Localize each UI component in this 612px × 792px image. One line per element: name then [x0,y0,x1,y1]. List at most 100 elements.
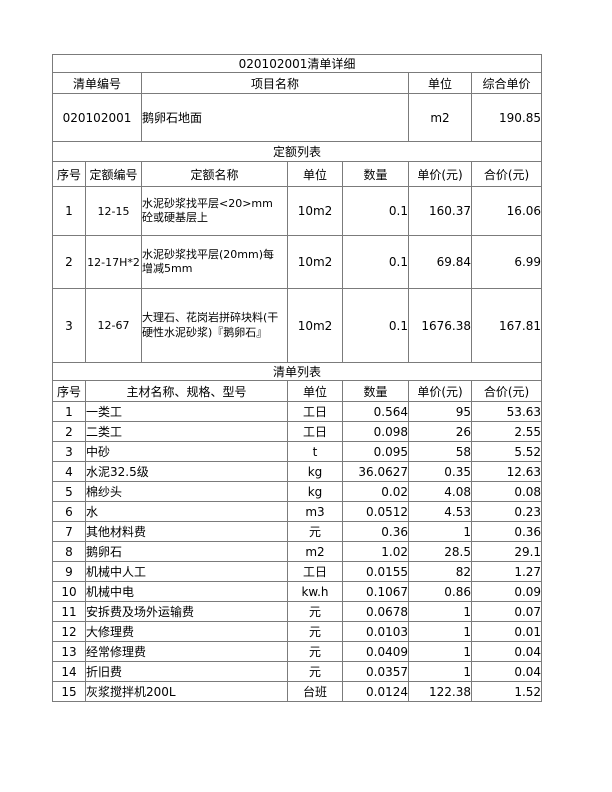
total-price-cell: 16.06 [470,186,543,236]
materials-header-row: 序号 主材名称、规格、型号 单位 数量 单价(元) 合价(元) [52,380,543,402]
materials-section-head: 清单列表 序号 主材名称、规格、型号 单位 数量 单价(元) 合价(元) [51,362,543,402]
unit-cell: 10m2 [287,288,343,363]
unit-price-cell: 95 [408,401,472,422]
summary-header-row: 清单编号 项目名称 单位 综合单价 [52,72,543,94]
column-header-item-name: 项目名称 [141,72,409,94]
material-name-cell: 灰浆搅拌机200L [85,681,288,702]
unit-price-cell: 122.38 [408,681,472,702]
materials-rows: 1 一类工 工日 0.564 95 53.63 2 二类工 工日 0.098 26 2.55 3 中砂 t 0… [52,401,543,702]
seq-cell: 11 [52,601,86,622]
summary-unit-cell: m2 [408,93,472,142]
qty-cell: 0.0155 [342,561,409,582]
unit-cell: 元 [287,621,343,642]
material-name-cell: 一类工 [85,401,288,422]
table-row: 3 12-67 大理石、花岗岩拼碎块料(干 硬性水泥砂浆)『鹅卵石』 10m2 0.1 1… [52,288,543,363]
unit-cell: kw.h [287,581,343,602]
total-price-cell: 29.1 [470,541,543,562]
seq-cell: 3 [52,288,86,363]
unit-price-cell: 1676.38 [408,288,472,363]
quota-name-cell: 大理石、花岗岩拼碎块料(干 硬性水泥砂浆)『鹅卵石』 [141,288,288,363]
unit-price-cell: 1 [408,521,472,542]
total-price-cell: 0.23 [470,501,543,522]
column-header-unit: 单位 [287,161,343,187]
table-row: 7 其他材料费元 0.36 1 0.36 [52,521,543,542]
material-name-cell: 其他材料费 [85,521,288,542]
column-header-material-name: 主材名称、规格、型号 [85,380,288,402]
material-name-cell: 二类工 [85,421,288,442]
unit-cell: 元 [287,521,343,542]
total-price-cell: 0.09 [470,581,543,602]
quota-section-head: 定额列表 序号 定额编号 定额名称 单位 数量 单价(元) 合价(元) [51,141,543,187]
unit-price-cell: 69.84 [408,235,472,289]
total-price-cell: 0.07 [470,601,543,622]
unit-price-cell: 28.5 [408,541,472,562]
qty-cell: 0.1 [342,235,409,289]
unit-price-cell: 1 [408,641,472,662]
total-price-cell: 0.04 [470,661,543,682]
table-row: 4 水泥32.5级 kg 36.0627 0.35 12.63 [52,461,543,482]
quota-section-title-row: 定额列表 [51,141,543,162]
column-header-total-price: 合价(元) [470,161,543,187]
material-name-cell: 棉纱头 [85,481,288,502]
table-row: 13 经常修理费元 0.0409 1 0.04 [52,641,543,662]
qty-cell: 0.1067 [342,581,409,602]
column-header-quota-name: 定额名称 [141,161,288,187]
unit-price-cell: 0.86 [408,581,472,602]
qty-cell: 0.564 [342,401,409,422]
unit-price-cell: 26 [408,421,472,442]
total-price-cell: 0.08 [470,481,543,502]
seq-cell: 15 [52,681,86,702]
seq-cell: 12 [52,621,86,642]
unit-price-cell: 1 [408,661,472,682]
table-row: 14 折旧费元 0.0357 1 0.04 [52,661,543,682]
qty-cell: 0.0357 [342,661,409,682]
unit-price-cell: 1 [408,621,472,642]
column-header-total-price: 合价(元) [470,380,543,402]
seq-cell: 4 [52,461,86,482]
unit-price-cell: 0.35 [408,461,472,482]
total-price-cell: 5.52 [470,441,543,462]
seq-cell: 6 [52,501,86,522]
column-header-unit: 单位 [408,72,472,94]
unit-cell: t [287,441,343,462]
qty-cell: 1.02 [342,541,409,562]
seq-cell: 9 [52,561,86,582]
column-header-comp-price: 综合单价 [470,72,543,94]
unit-price-cell: 58 [408,441,472,462]
column-header-quota-code: 定额编号 [85,161,142,187]
seq-cell: 10 [52,581,86,602]
seq-cell: 1 [52,186,86,236]
qty-cell: 0.1 [342,288,409,363]
seq-cell: 13 [52,641,86,662]
table-row: 1 12-15 水泥砂浆找平层<20>mm 砼或硬基层上 10m2 0.1 160.37 1… [52,186,543,236]
quota-code-cell: 12-15 [85,186,142,236]
qty-cell: 0.0678 [342,601,409,622]
column-header-quantity: 数量 [342,380,409,402]
seq-cell: 3 [52,441,86,462]
unit-price-cell: 4.53 [408,501,472,522]
qty-cell: 0.36 [342,521,409,542]
column-header-seq: 序号 [52,380,86,402]
material-name-cell: 大修理费 [85,621,288,642]
column-header-list-code: 清单编号 [52,72,142,94]
materials-section-title-row: 清单列表 [51,362,543,381]
total-price-cell: 0.36 [470,521,543,542]
summary-price-cell: 190.85 [470,93,543,142]
unit-cell: kg [287,461,343,482]
total-price-cell: 167.81 [470,288,543,363]
table-row: 9 机械中人工 工日 0.0155 82 1.27 [52,561,543,582]
unit-price-cell: 82 [408,561,472,582]
material-name-cell: 机械中电 [85,581,288,602]
material-name-cell: 安拆费及场外运输费 [85,601,288,622]
qty-cell: 0.1 [342,186,409,236]
quota-name-cell: 水泥砂浆找平层(20mm)每 增减5mm [141,235,288,289]
qty-cell: 0.0124 [342,681,409,702]
quota-code-cell: 12-67 [85,288,142,363]
unit-price-cell: 160.37 [408,186,472,236]
unit-cell: m2 [287,541,343,562]
table-row: 6 水 m3 0.0512 4.53 0.23 [52,501,543,522]
summary-data-row: 020102001 鹅卵石地面 m2 190.85 [52,93,543,142]
unit-cell: 工日 [287,421,343,442]
qty-cell: 36.0627 [342,461,409,482]
total-price-cell: 0.01 [470,621,543,642]
